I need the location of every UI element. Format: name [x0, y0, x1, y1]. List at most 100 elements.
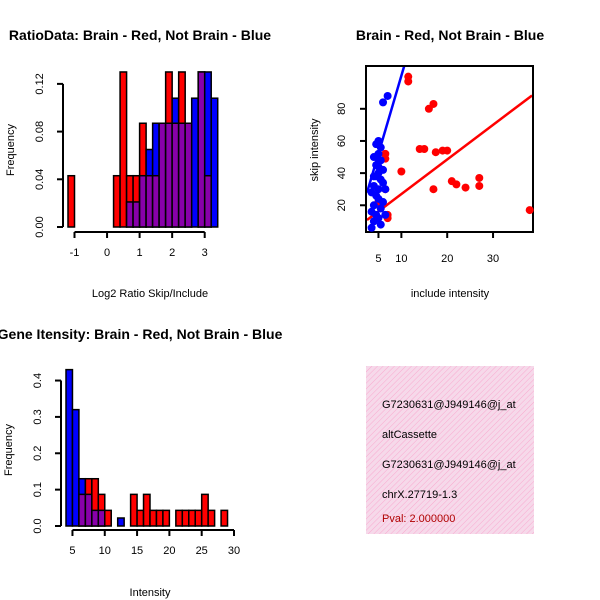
- intensity-hist-y-tick-label: 0.0: [32, 518, 44, 533]
- scatter-fit-lines: [367, 67, 532, 221]
- intensity-hist-xlabel: Intensity: [130, 587, 171, 599]
- scatter-point-not-brain: [381, 210, 390, 219]
- intensity-hist-x-tick-label: 20: [163, 545, 175, 557]
- scatter-title: Brain - Red, Not Brain - Blue: [356, 27, 544, 43]
- intensity-hist-x-tick-label: 15: [131, 545, 143, 557]
- scatter-x-tick-label: 30: [487, 253, 499, 265]
- ratio-hist-y-tick-label: 0.04: [34, 169, 46, 190]
- scatter-point-brain: [452, 180, 461, 189]
- intensity-hist-axes: 5 10 15 20 25 30 0.0 0.1 0.2 0.3 0.4: [32, 373, 240, 557]
- ratio-hist-bar-overlap: [132, 201, 141, 228]
- scatter-point-not-brain: [374, 185, 383, 194]
- intensity-hist-bar-overlap: [91, 509, 100, 527]
- intensity-hist-bar-not-brain: [71, 408, 80, 527]
- intensity-histogram: Gene Itensity: Brain - Red, Not Brain - …: [0, 326, 283, 599]
- intensity-hist-bar-brain: [200, 493, 209, 527]
- scatter-y-tick-label: 60: [336, 135, 348, 147]
- scatter-point-not-brain: [383, 91, 392, 100]
- intensity-hist-bar-not-brain: [116, 517, 125, 527]
- ratio-hist-axes: -1 0 1 2 3 0.00 0.04 0.08 0.12: [34, 73, 208, 259]
- scatter-point-brain: [461, 183, 470, 192]
- ratio-hist-bar-overlap: [145, 174, 154, 228]
- scatter-point-not-brain: [376, 204, 385, 213]
- scatter-point-not-brain: [369, 201, 378, 210]
- ratio-hist-bar-not-brain: [210, 97, 219, 228]
- scatter-point-not-brain: [379, 198, 388, 207]
- scatter-point-brain: [443, 146, 452, 155]
- intensity-hist-bar-brain: [220, 509, 229, 527]
- intensity-scatter: Brain - Red, Not Brain - Blue include in…: [309, 27, 544, 300]
- ratio-hist-y-tick-label: 0.12: [34, 73, 46, 94]
- info-pval: Pval: 2.000000: [382, 513, 455, 525]
- intensity-hist-bar-brain: [136, 509, 145, 527]
- intensity-hist-bars: [65, 368, 229, 527]
- intensity-hist-x-tick-label: 25: [196, 545, 208, 557]
- scatter-xlabel: include intensity: [411, 288, 490, 300]
- scatter-point-brain: [415, 145, 424, 153]
- scatter-point-not-brain: [381, 185, 390, 194]
- info-line-1: G7230631@J949146@j_at: [382, 399, 516, 411]
- intensity-hist-bar-brain: [188, 509, 196, 527]
- scatter-point-brain: [404, 77, 413, 86]
- scatter-ylabel: skip intensity: [309, 118, 321, 181]
- ratio-hist-ylabel: Frequency: [5, 124, 17, 176]
- info-panel: G7230631@J949146@j_at altCassette G72306…: [366, 366, 534, 534]
- ratio-hist-bar-overlap: [125, 201, 134, 228]
- scatter-x-tick-label: 20: [441, 253, 453, 265]
- intensity-hist-bar-brain: [129, 493, 138, 527]
- scatter-point-not-brain: [379, 178, 388, 187]
- ratio-hist-x-tick-label: 1: [137, 247, 143, 259]
- scatter-point-not-brain: [372, 172, 381, 181]
- ratio-hist-bar-overlap: [164, 122, 173, 228]
- ratio-hist-bar-overlap: [151, 174, 160, 228]
- scatter-points: [367, 72, 534, 232]
- scatter-point-brain: [397, 167, 406, 176]
- intensity-hist-bar-brain: [104, 509, 112, 527]
- scatter-point-not-brain: [369, 153, 378, 162]
- scatter-y-tick-label: 20: [336, 199, 348, 211]
- scatter-x-tick-label: 5: [375, 253, 381, 265]
- intensity-hist-y-tick-label: 0.4: [32, 373, 44, 388]
- info-panel-viewport: G7230631@J949146@j_at altCassette G72306…: [366, 366, 534, 534]
- ratio-hist-bar-overlap: [158, 122, 167, 228]
- scatter-point-brain: [525, 206, 534, 215]
- ratio-hist-bar-overlap: [171, 122, 180, 228]
- intensity-hist-title: Gene Itensity: Brain - Red, Not Brain - …: [0, 326, 283, 342]
- scatter-point-not-brain: [376, 143, 385, 152]
- intensity-hist-bar-brain: [207, 509, 216, 527]
- intensity-hist-bar-overlap: [84, 493, 93, 527]
- ratio-hist-title: RatioData: Brain - Red, Not Brain - Blue: [9, 27, 271, 43]
- ratio-hist-bar-brain: [119, 71, 128, 228]
- scatter-frame: [365, 65, 534, 233]
- ratio-hist-bar-overlap: [138, 174, 147, 228]
- scatter-y-tick-label: 40: [336, 167, 348, 179]
- ratio-hist-bar-brain: [67, 174, 76, 228]
- intensity-hist-bar-brain: [142, 493, 151, 527]
- ratio-hist-y-tick-label: 0.08: [34, 121, 46, 142]
- intensity-hist-y-tick-label: 0.3: [32, 409, 44, 424]
- scatter-point-not-brain: [374, 162, 383, 171]
- ratio-histogram: RatioData: Brain - Red, Not Brain - Blue…: [5, 27, 271, 300]
- intensity-hist-bar-overlap: [78, 493, 87, 527]
- scatter-point-not-brain: [376, 220, 385, 229]
- info-line-3: G7230631@J949146@j_at: [382, 459, 516, 471]
- ratio-hist-x-tick-label: -1: [70, 247, 80, 259]
- intensity-hist-x-tick-label: 30: [228, 545, 240, 557]
- intensity-hist-ylabel: Frequency: [3, 424, 15, 476]
- scatter-point-brain: [475, 173, 484, 182]
- intensity-hist-bar-brain: [149, 509, 158, 527]
- intensity-hist-bar-brain: [194, 509, 203, 527]
- scatter-point-brain: [431, 148, 440, 157]
- scatter-point-brain: [424, 104, 433, 113]
- ratio-hist-xlabel: Log2 Ratio Skip/Include: [92, 288, 208, 300]
- scatter-point-not-brain: [369, 217, 378, 226]
- scatter-fit-line-brain: [367, 94, 532, 221]
- intensity-hist-bar-brain: [175, 509, 184, 527]
- ratio-hist-bar-overlap: [184, 122, 193, 228]
- scatter-axes: 5 10 20 30 20 40 60 80: [336, 103, 499, 265]
- intensity-hist-bar-not-brain: [65, 368, 74, 527]
- info-line-2: altCassette: [382, 429, 437, 441]
- ratio-hist-bar-brain: [112, 174, 121, 228]
- intensity-hist-y-tick-label: 0.2: [32, 446, 44, 461]
